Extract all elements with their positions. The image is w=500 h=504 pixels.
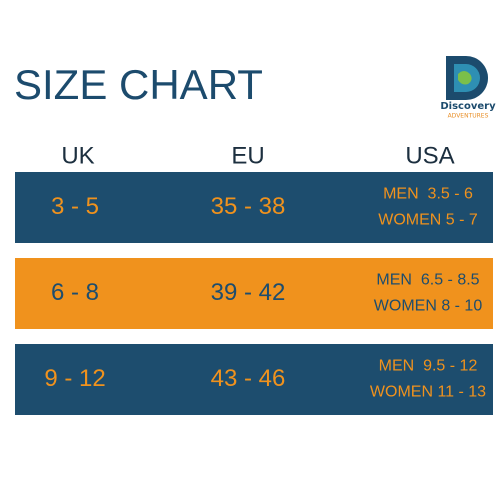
uk-size: 6 - 8	[51, 279, 99, 306]
title: SIZE CHART	[14, 61, 263, 108]
usa-size: MEN 6.5 - 8.5	[376, 272, 479, 289]
logo-brand: Discovery	[440, 101, 496, 112]
eu-size: 43 - 46	[211, 365, 286, 392]
column-header: UK	[61, 142, 94, 169]
logo: Discovery ADVENTURES	[440, 56, 496, 120]
table: UK EU USA 3 - 5 35 - 38 MEN 3.5 - 6 WOMEN 5 - …	[15, 142, 493, 415]
eu-size: 39 - 42	[211, 279, 286, 306]
logo-land	[458, 71, 472, 85]
row-band	[15, 344, 493, 415]
logo-d	[446, 56, 488, 100]
usa-size: WOMEN 11 - 13	[370, 384, 486, 401]
usa-size: WOMEN 5 - 7	[378, 212, 478, 229]
eu-size: 35 - 38	[211, 193, 286, 220]
logo-sub: ADVENTURES	[448, 113, 489, 120]
column-header: USA	[405, 142, 454, 169]
column-header: EU	[231, 142, 264, 169]
uk-size: 3 - 5	[51, 193, 99, 220]
row-band	[15, 172, 493, 243]
usa-size: MEN 9.5 - 12	[379, 358, 478, 375]
usa-size: WOMEN 8 - 10	[374, 298, 483, 315]
usa-size: MEN 3.5 - 6	[383, 186, 473, 203]
row-band	[15, 258, 493, 329]
uk-size: 9 - 12	[44, 365, 105, 392]
